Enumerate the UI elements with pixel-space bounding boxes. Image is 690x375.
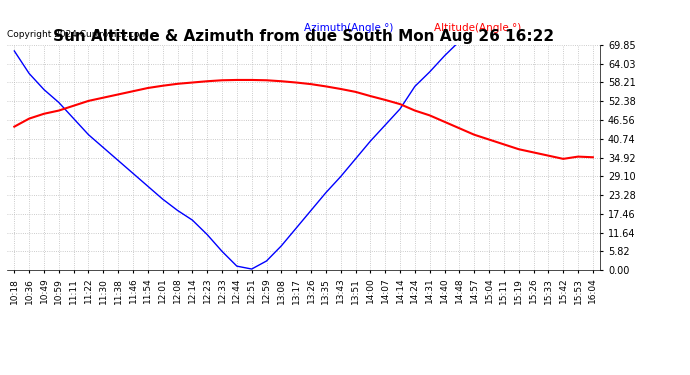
Text: Altitude(Angle °): Altitude(Angle °) [434, 22, 522, 33]
Title: Sun Altitude & Azimuth from due South Mon Aug 26 16:22: Sun Altitude & Azimuth from due South Mo… [53, 29, 554, 44]
Text: Copyright 2024 Curtronics.com: Copyright 2024 Curtronics.com [7, 30, 148, 39]
Text: Azimuth(Angle °): Azimuth(Angle °) [304, 22, 393, 33]
